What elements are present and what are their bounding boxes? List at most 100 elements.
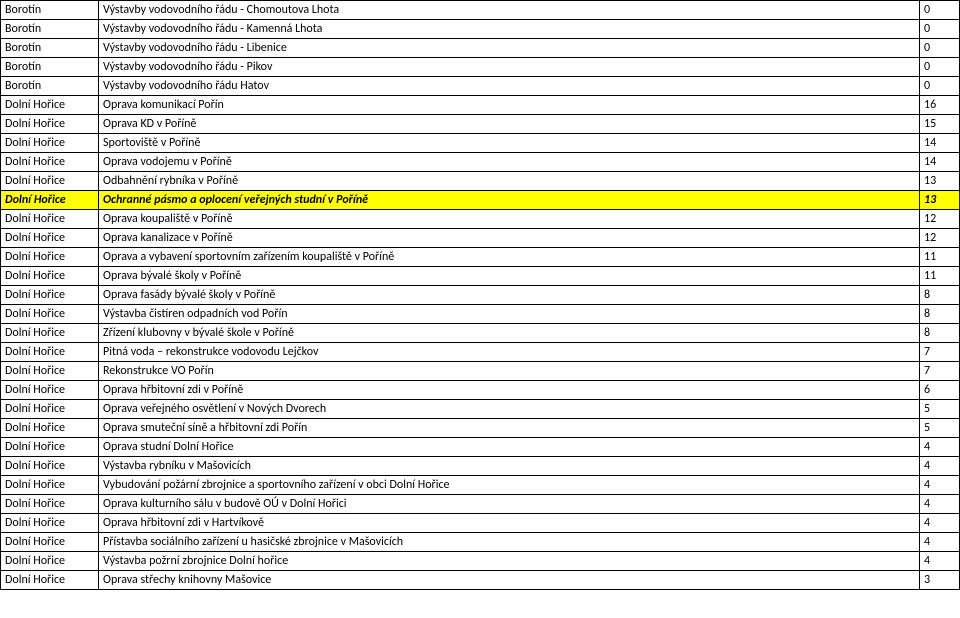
cell-value[interactable]: 8 [920,286,960,305]
cell-description[interactable]: Oprava kanalizace v Poříně [99,229,920,248]
cell-description[interactable]: Oprava hřbitovní zdi v Hartvíkově [99,514,920,533]
cell-municipality[interactable]: Borotín [1,77,99,96]
cell-description[interactable]: Výstavba rybníku v Mašovicích [99,457,920,476]
cell-value[interactable]: 6 [920,381,960,400]
cell-description[interactable]: Oprava hřbitovní zdi v Poříně [99,381,920,400]
cell-municipality[interactable]: Dolní Hořice [1,362,99,381]
cell-description[interactable]: Zřízení klubovny v bývalé škole v Poříně [99,324,920,343]
cell-description[interactable]: Oprava bývalé školy v Poříně [99,267,920,286]
cell-municipality[interactable]: Dolní Hořice [1,400,99,419]
cell-value[interactable]: 4 [920,476,960,495]
cell-municipality[interactable]: Dolní Hořice [1,419,99,438]
cell-value[interactable]: 8 [920,324,960,343]
cell-municipality[interactable]: Dolní Hořice [1,457,99,476]
cell-value[interactable]: 11 [920,267,960,286]
cell-value[interactable]: 12 [920,229,960,248]
cell-description[interactable]: Oprava smuteční síně a hřbitovní zdi Poř… [99,419,920,438]
cell-value[interactable]: 11 [920,248,960,267]
cell-value[interactable]: 15 [920,115,960,134]
cell-municipality[interactable]: Dolní Hořice [1,115,99,134]
table-row: Dolní HořiceOprava veřejného osvětlení v… [1,400,960,419]
cell-municipality[interactable]: Dolní Hořice [1,191,99,210]
cell-municipality[interactable]: Dolní Hořice [1,248,99,267]
cell-description[interactable]: Oprava koupaliště v Poříně [99,210,920,229]
cell-value[interactable]: 0 [920,39,960,58]
cell-municipality[interactable]: Dolní Hořice [1,229,99,248]
table-row: Dolní HořiceOprava smuteční síně a hřbit… [1,419,960,438]
cell-description[interactable]: Pitná voda – rekonstrukce vodovodu Lejčk… [99,343,920,362]
cell-municipality[interactable]: Dolní Hořice [1,495,99,514]
cell-description[interactable]: Výstavby vodovodního řádu Hatov [99,77,920,96]
cell-description[interactable]: Oprava vodojemu v Poříně [99,153,920,172]
cell-description[interactable]: Výstavba čistíren odpadních vod Pořín [99,305,920,324]
cell-description[interactable]: Přístavba sociálního zařízení u hasičské… [99,533,920,552]
cell-municipality[interactable]: Dolní Hořice [1,286,99,305]
cell-description[interactable]: Výstavby vodovodního řádu - Chomoutova L… [99,1,920,20]
cell-description[interactable]: Ochranné pásmo a oplocení veřejných stud… [99,191,920,210]
cell-description[interactable]: Výstavby vodovodního řádu - Kamenná Lhot… [99,20,920,39]
cell-description[interactable]: Výstavby vodovodního řádu - Pikov [99,58,920,77]
cell-value[interactable]: 16 [920,96,960,115]
cell-municipality[interactable]: Dolní Hořice [1,476,99,495]
data-table: BorotínVýstavby vodovodního řádu - Chomo… [0,0,960,590]
cell-description[interactable]: Vybudování požární zbrojnice a sportovní… [99,476,920,495]
cell-value[interactable]: 12 [920,210,960,229]
cell-description[interactable]: Odbahnění rybníka v Poříně [99,172,920,191]
cell-description[interactable]: Oprava KD v Poříně [99,115,920,134]
cell-description[interactable]: Výstavby vodovodního řádu - Libenice [99,39,920,58]
cell-value[interactable]: 4 [920,438,960,457]
spreadsheet-region: BorotínVýstavby vodovodního řádu - Chomo… [0,0,960,590]
cell-municipality[interactable]: Dolní Hořice [1,514,99,533]
cell-municipality[interactable]: Dolní Hořice [1,172,99,191]
cell-value[interactable]: 5 [920,400,960,419]
cell-description[interactable]: Sportoviště v Poříně [99,134,920,153]
cell-municipality[interactable]: Dolní Hořice [1,134,99,153]
cell-municipality[interactable]: Dolní Hořice [1,533,99,552]
cell-value[interactable]: 0 [920,77,960,96]
cell-municipality[interactable]: Dolní Hořice [1,552,99,571]
cell-municipality[interactable]: Dolní Hořice [1,96,99,115]
cell-municipality[interactable]: Dolní Hořice [1,381,99,400]
cell-description[interactable]: Oprava střechy knihovny Mašovice [99,571,920,590]
cell-municipality[interactable]: Dolní Hořice [1,210,99,229]
cell-value[interactable]: 0 [920,1,960,20]
cell-municipality[interactable]: Dolní Hořice [1,324,99,343]
cell-value[interactable]: 5 [920,419,960,438]
cell-value[interactable]: 4 [920,514,960,533]
cell-municipality[interactable]: Dolní Hořice [1,571,99,590]
cell-municipality[interactable]: Borotín [1,1,99,20]
cell-value[interactable]: 4 [920,533,960,552]
cell-municipality[interactable]: Dolní Hořice [1,438,99,457]
cell-municipality[interactable]: Borotín [1,39,99,58]
cell-value[interactable]: 0 [920,20,960,39]
cell-municipality[interactable]: Borotín [1,20,99,39]
cell-value[interactable]: 4 [920,495,960,514]
cell-description[interactable]: Oprava studní Dolní Hořice [99,438,920,457]
cell-municipality[interactable]: Dolní Hořice [1,343,99,362]
cell-value[interactable]: 13 [920,172,960,191]
cell-municipality[interactable]: Dolní Hořice [1,267,99,286]
cell-value[interactable]: 4 [920,457,960,476]
cell-value[interactable]: 4 [920,552,960,571]
cell-value[interactable]: 3 [920,571,960,590]
cell-value[interactable]: 8 [920,305,960,324]
cell-description[interactable]: Oprava a vybavení sportovním zařízením k… [99,248,920,267]
cell-description[interactable]: Oprava veřejného osvětlení v Nových Dvor… [99,400,920,419]
table-row: BorotínVýstavby vodovodního řádu Hatov0 [1,77,960,96]
cell-description[interactable]: Oprava komunikací Pořín [99,96,920,115]
cell-value[interactable]: 0 [920,58,960,77]
cell-municipality[interactable]: Dolní Hořice [1,305,99,324]
cell-value[interactable]: 13 [920,191,960,210]
table-row: Dolní HořiceOprava hřbitovní zdi v Hartv… [1,514,960,533]
cell-value[interactable]: 7 [920,362,960,381]
table-row: Dolní HořiceRekonstrukce VO Pořín7 [1,362,960,381]
cell-description[interactable]: Oprava fasády bývalé školy v Poříně [99,286,920,305]
cell-value[interactable]: 7 [920,343,960,362]
cell-value[interactable]: 14 [920,153,960,172]
cell-value[interactable]: 14 [920,134,960,153]
cell-description[interactable]: Oprava kulturního sálu v budově OÚ v Dol… [99,495,920,514]
cell-municipality[interactable]: Borotín [1,58,99,77]
cell-description[interactable]: Rekonstrukce VO Pořín [99,362,920,381]
cell-municipality[interactable]: Dolní Hořice [1,153,99,172]
cell-description[interactable]: Výstavba požrní zbrojnice Dolní hořice [99,552,920,571]
